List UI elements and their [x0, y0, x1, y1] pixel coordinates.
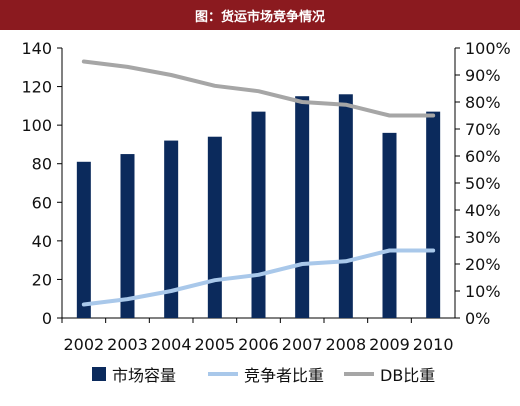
chart-title: 图：货运市场竞争情况: [0, 0, 520, 30]
right-axis-tick-label: 90%: [465, 66, 501, 85]
left-axis-tick-label: 40: [32, 232, 52, 251]
x-axis-tick-label: 2005: [194, 335, 235, 354]
bar-market-capacity: [120, 154, 135, 318]
freight-market-chart: 0 20 40 60 80 100 120 140 0% 10% 20% 30% 40% 50% 60% 70…: [21, 39, 511, 385]
left-axis-tick-label: 120: [21, 78, 52, 97]
left-axis-tick-label: 20: [32, 270, 52, 289]
x-axis-tick-label: 2008: [325, 335, 366, 354]
legend-market-capacity-label: 市场容量: [112, 366, 176, 385]
right-axis-tick-label: 0%: [465, 309, 490, 328]
left-axis-tick-label: 60: [32, 193, 52, 212]
bar-market-capacity: [295, 96, 310, 318]
legend-competitor-share-label: 竞争者比重: [244, 366, 324, 385]
x-axis-tick-label: 2002: [63, 335, 104, 354]
right-axis-tick-label: 70%: [465, 120, 501, 139]
x-axis-tick-label: 2009: [369, 335, 410, 354]
left-axis-tick-label: 140: [21, 39, 52, 58]
bar-market-capacity: [251, 111, 266, 319]
bar-market-capacity: [207, 136, 222, 318]
x-axis-tick-label: 2010: [413, 335, 454, 354]
right-axis-tick-label: 60%: [465, 147, 501, 166]
right-axis-tick-label: 30%: [465, 228, 501, 247]
x-axis-tick-label: 2007: [282, 335, 323, 354]
bar-market-capacity: [338, 94, 353, 319]
bar-market-capacity: [382, 132, 397, 318]
bar-market-capacity: [76, 161, 91, 318]
right-axis-tick-label: 100%: [465, 39, 511, 58]
x-axis-tick-label: 2003: [107, 335, 148, 354]
legend-market-capacity-swatch: [92, 367, 106, 381]
left-axis-tick-label: 0: [42, 309, 52, 328]
legend-db-share-label: DB比重: [380, 366, 435, 385]
line-competitor-share: [81, 248, 436, 307]
left-axis-tick-label: 100: [21, 116, 52, 135]
bar-market-capacity: [426, 111, 441, 319]
bar-market-capacity: [164, 140, 179, 318]
right-axis-tick-label: 80%: [465, 93, 501, 112]
right-axis-tick-label: 50%: [465, 174, 501, 193]
right-axis-tick-label: 20%: [465, 255, 501, 274]
right-axis-tick-label: 10%: [465, 282, 501, 301]
x-axis-tick-label: 2004: [151, 335, 192, 354]
left-axis-tick-label: 80: [32, 155, 52, 174]
line-db-share: [81, 59, 436, 118]
right-axis-tick-label: 40%: [465, 201, 501, 220]
x-axis-tick-label: 2006: [238, 335, 279, 354]
